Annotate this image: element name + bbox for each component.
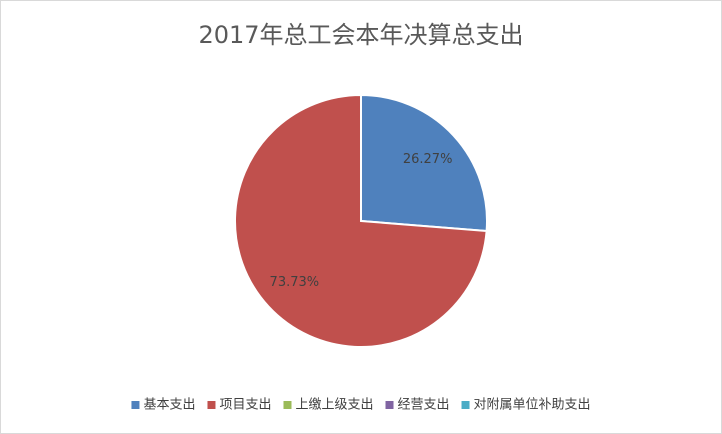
legend-label: 上缴上级支出 — [295, 398, 373, 413]
chart-title: 2017年总工会本年决算总支出 — [198, 21, 523, 49]
legend-swatch — [207, 401, 216, 409]
legend-label: 经营支出 — [398, 398, 450, 413]
legend-swatch — [283, 401, 292, 409]
pie-slice — [360, 93, 488, 233]
data-label: 73.73% — [270, 275, 320, 290]
legend-label: 对附属单位补助支出 — [474, 398, 591, 413]
legend-swatch — [131, 401, 140, 409]
pie-slice — [234, 93, 488, 348]
legend-label: 项目支出 — [219, 398, 271, 413]
data-label: 26.27% — [403, 152, 453, 167]
legend-swatch — [385, 401, 394, 409]
legend-swatch — [461, 401, 470, 409]
legend-label: 基本支出 — [143, 398, 195, 413]
